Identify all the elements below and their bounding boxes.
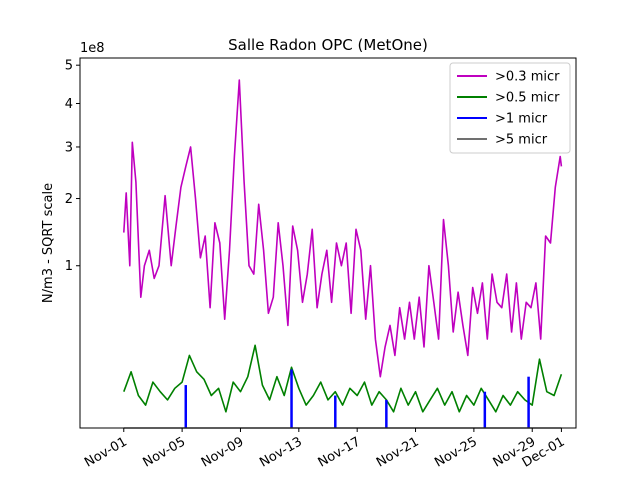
plot-frame xyxy=(79,57,577,429)
y-tick-label: 2 xyxy=(65,192,73,207)
chart-title: Salle Radon OPC (MetOne) xyxy=(228,36,428,54)
legend-box xyxy=(449,62,571,154)
y-tick-label: 5 xyxy=(65,59,73,74)
y-tick-label: 3 xyxy=(65,140,73,155)
legend-label: >5 micr xyxy=(495,133,548,148)
legend-label: >0.5 micr xyxy=(495,91,560,106)
y-tick-label: 4 xyxy=(65,97,73,112)
series-gt03-line xyxy=(123,79,563,378)
legend: >0.3 micr >0.5 micr >1 micr >5 micr xyxy=(449,62,571,154)
y-axis-label: N/m3 - SQRT scale xyxy=(41,183,56,303)
y-offset-text: 1e8 xyxy=(80,41,105,56)
series-gt05-line xyxy=(123,344,563,413)
y-tick-label: 1 xyxy=(65,259,73,274)
y-axis: 1 2 3 4 5 xyxy=(65,59,80,274)
legend-label: >1 micr xyxy=(495,112,548,127)
legend-label: >0.3 micr xyxy=(495,70,560,85)
